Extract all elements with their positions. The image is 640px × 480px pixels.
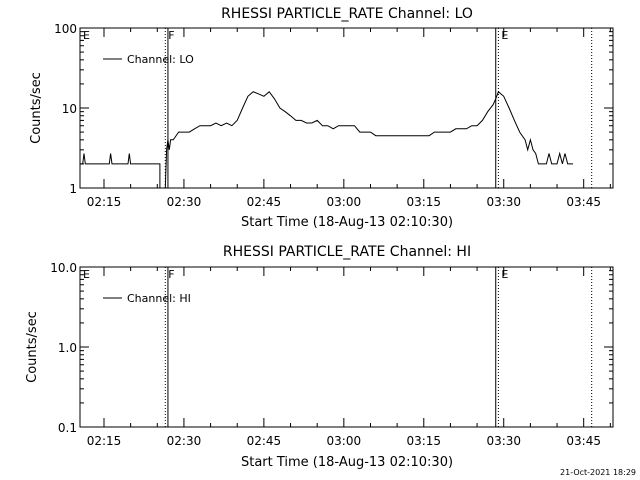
event-marker-label: E — [83, 29, 90, 42]
legend-entry: Channel: LO — [127, 53, 194, 66]
legend: Channel: LO — [103, 53, 194, 66]
x-tick-label: 03:45 — [566, 434, 601, 448]
x-tick-label: 03:30 — [486, 195, 521, 209]
x-axis-label: Start Time (18-Aug-13 02:10:30) — [241, 455, 453, 470]
event-marker-label: E — [501, 268, 508, 281]
y-axis-label: Counts/sec — [25, 311, 40, 383]
event-marker-label: E — [83, 268, 90, 281]
x-tick-label: 03:15 — [406, 195, 441, 209]
y-tick-label: 100 — [54, 22, 77, 36]
legend-entry: Channel: HI — [127, 292, 191, 305]
y-tick-label: 1.0 — [58, 341, 77, 355]
chart-title: RHESSI PARTICLE_RATE Channel: HI — [223, 244, 471, 260]
y-tick-label: 10 — [62, 102, 77, 116]
x-axis-label: Start Time (18-Aug-13 02:10:30) — [241, 215, 453, 230]
x-tick-label: 03:45 — [566, 195, 601, 209]
legend: Channel: HI — [103, 292, 191, 305]
chart-title: RHESSI PARTICLE_RATE Channel: LO — [221, 6, 473, 22]
x-tick-label: 03:15 — [406, 434, 441, 448]
series-line — [80, 90, 573, 189]
panel-hi: RHESSI PARTICLE_RATE Channel: HI Counts/… — [25, 244, 614, 470]
x-tick-label: 02:45 — [247, 195, 282, 209]
footer-timestamp: 21-Oct-2021 18:29 — [560, 468, 636, 477]
plot-frame — [79, 266, 614, 428]
event-marker-label: F — [168, 268, 174, 281]
x-tick-label: 03:00 — [327, 195, 362, 209]
y-tick-label: 0.1 — [58, 421, 77, 435]
y-tick-label: 1 — [69, 182, 77, 196]
panel-lo: RHESSI PARTICLE_RATE Channel: LO Counts/… — [29, 6, 614, 230]
x-tick-label: 03:30 — [486, 434, 521, 448]
x-tick-label: 02:15 — [87, 195, 122, 209]
event-marker-label: E — [501, 29, 508, 42]
x-tick-label: 02:15 — [87, 434, 122, 448]
x-tick-label: 03:00 — [327, 434, 362, 448]
x-tick-label: 02:30 — [167, 434, 202, 448]
y-axis-label: Counts/sec — [29, 72, 44, 144]
y-tick-label: 10.0 — [50, 261, 77, 275]
x-tick-label: 02:30 — [167, 195, 202, 209]
x-tick-label: 02:45 — [247, 434, 282, 448]
event-marker-label: F — [168, 29, 174, 42]
